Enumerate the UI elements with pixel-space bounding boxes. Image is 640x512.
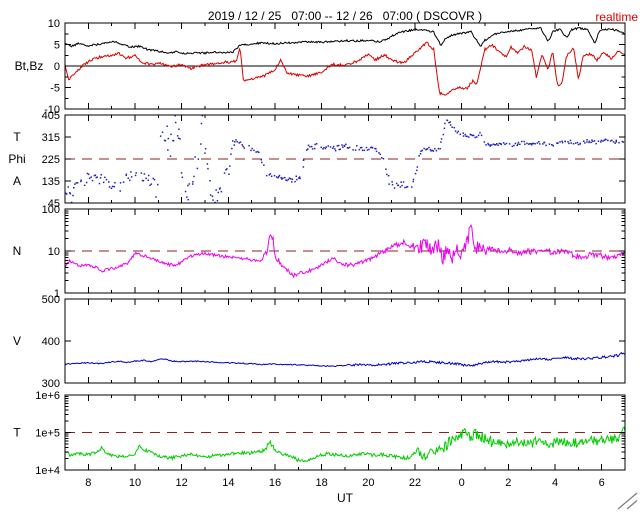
- y-tick-label: 0: [54, 61, 60, 73]
- axis-quantity-label: Phi: [8, 152, 25, 166]
- x-tick-label: 2: [505, 477, 511, 489]
- panel-ticks: [65, 114, 625, 204]
- y-tick-label: 135: [42, 176, 60, 188]
- panel-ticks: [65, 22, 625, 110]
- y-tick-label: 100: [42, 204, 60, 216]
- y-tick-label: 10: [48, 18, 60, 30]
- t-trace: [64, 426, 626, 463]
- bz-trace: [64, 41, 626, 96]
- x-tick-label: 10: [129, 477, 141, 489]
- n-trace: [64, 223, 626, 279]
- y-tick-label: 10: [48, 246, 60, 258]
- y-tick-label: -5: [50, 83, 60, 95]
- y-tick-label: 1e+4: [35, 465, 60, 477]
- x-tick-label: 16: [269, 477, 281, 489]
- x-tick-label: 0: [459, 477, 465, 489]
- realtime-badge: realtime: [595, 10, 638, 24]
- y-tick-label: 500: [42, 294, 60, 306]
- panel-border: [64, 298, 626, 384]
- x-tick-label: 6: [599, 477, 605, 489]
- x-tick-label: 20: [362, 477, 374, 489]
- y-tick-label: 300: [42, 378, 60, 390]
- y-tick-label: 405: [42, 110, 60, 122]
- x-tick-label: 22: [409, 477, 421, 489]
- x-tick-label: 18: [316, 477, 328, 489]
- y-tick-label: 315: [42, 132, 60, 144]
- y-tick-label: 1e+6: [35, 390, 60, 402]
- axis-quantity-label: A: [13, 174, 21, 188]
- y-tick-label: -10: [44, 104, 60, 116]
- axis-quantity-label: T: [13, 426, 21, 440]
- x-tick-label: 14: [222, 477, 234, 489]
- panel-ticks: [65, 298, 625, 384]
- axis-quantity-label: N: [13, 244, 22, 258]
- y-tick-label: 45: [48, 198, 60, 210]
- x-tick-label: 12: [176, 477, 188, 489]
- panel-ticks: [65, 208, 625, 294]
- y-tick-label: 1e+5: [35, 428, 60, 440]
- x-axis-title: UT: [337, 491, 353, 505]
- y-tick-label: 225: [42, 154, 60, 166]
- axis-quantity-label: T: [13, 130, 21, 144]
- phi-scatter: [65, 114, 625, 204]
- y-tick-label: 1: [54, 288, 60, 300]
- v-trace: [64, 351, 626, 367]
- x-tick-label: 4: [552, 477, 558, 489]
- resize-grip-icon[interactable]: [615, 491, 639, 511]
- bt-trace: [64, 26, 626, 55]
- x-tick-label: 8: [85, 477, 91, 489]
- y-tick-label: 400: [42, 336, 60, 348]
- axis-quantity-label: V: [13, 334, 21, 348]
- panel-ticks: [65, 394, 625, 471]
- plot-title: 2019 / 12 / 25 07:00 -- 12 / 26 07:00 ( …: [207, 9, 483, 23]
- axis-quantity-label: Bt,Bz: [15, 59, 44, 73]
- y-tick-label: 5: [54, 40, 60, 52]
